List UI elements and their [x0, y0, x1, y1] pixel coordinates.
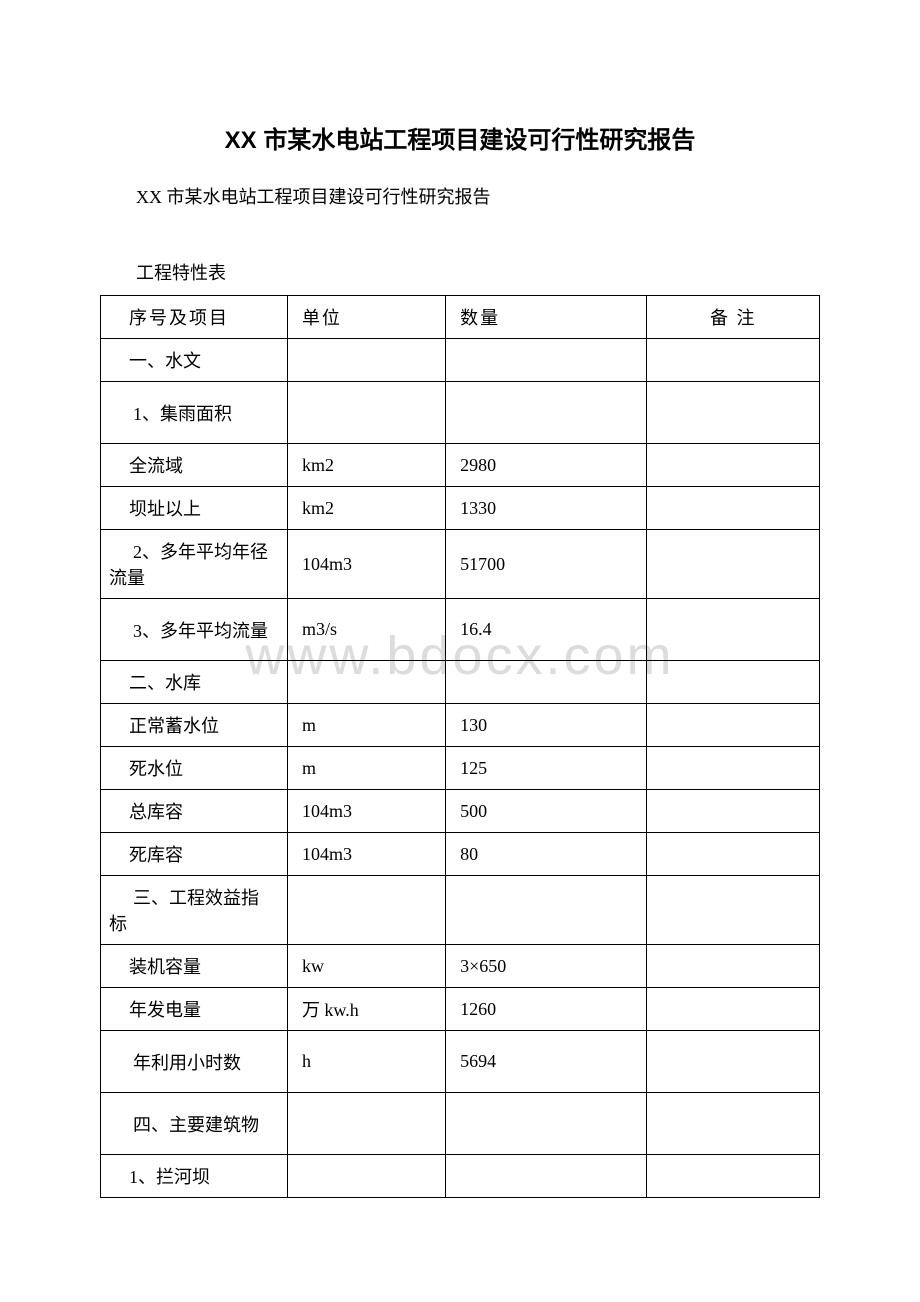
col-header-note: 备 注 [647, 296, 820, 339]
cell-note [647, 339, 820, 382]
table-row: 四、主要建筑物 [101, 1093, 820, 1155]
cell-unit [287, 876, 445, 945]
cell-item: 死库容 [101, 833, 288, 876]
cell-unit: 104m3 [287, 530, 445, 599]
cell-unit: km2 [287, 487, 445, 530]
cell-qty: 1260 [446, 988, 647, 1031]
table-row: 总库容104m3500 [101, 790, 820, 833]
cell-unit: m [287, 747, 445, 790]
cell-unit [287, 1093, 445, 1155]
table-row: 全流域km22980 [101, 444, 820, 487]
table-row: 死库容104m380 [101, 833, 820, 876]
cell-note [647, 988, 820, 1031]
cell-qty: 5694 [446, 1031, 647, 1093]
table-caption: 工程特性表 [100, 259, 820, 285]
cell-note [647, 704, 820, 747]
cell-unit: h [287, 1031, 445, 1093]
cell-item: 总库容 [101, 790, 288, 833]
col-header-item: 序号及项目 [101, 296, 288, 339]
table-row: 坝址以上km21330 [101, 487, 820, 530]
cell-item: 全流域 [101, 444, 288, 487]
cell-qty [446, 876, 647, 945]
cell-unit [287, 339, 445, 382]
cell-note [647, 790, 820, 833]
cell-item: 三、工程效益指标 [101, 876, 288, 945]
cell-note [647, 382, 820, 444]
cell-unit: 104m3 [287, 790, 445, 833]
cell-qty: 500 [446, 790, 647, 833]
cell-unit: km2 [287, 444, 445, 487]
cell-qty: 3×650 [446, 945, 647, 988]
cell-note [647, 945, 820, 988]
cell-qty: 125 [446, 747, 647, 790]
table-row: 年发电量万 kw.h1260 [101, 988, 820, 1031]
table-row: 三、工程效益指标 [101, 876, 820, 945]
cell-note [647, 487, 820, 530]
cell-unit [287, 382, 445, 444]
cell-item: 3、多年平均流量 [101, 599, 288, 661]
cell-note [647, 1093, 820, 1155]
table-row: 一、水文 [101, 339, 820, 382]
cell-unit: m3/s [287, 599, 445, 661]
document-title: XX 市某水电站工程项目建设可行性研究报告 [100, 120, 820, 155]
table-row: 死水位m125 [101, 747, 820, 790]
cell-item: 死水位 [101, 747, 288, 790]
cell-qty [446, 661, 647, 704]
cell-note [647, 1155, 820, 1198]
spec-table: 序号及项目 单位 数量 备 注 一、水文1、集雨面积全流域km22980坝址以上… [100, 295, 820, 1198]
table-row: 1、集雨面积 [101, 382, 820, 444]
cell-note [647, 599, 820, 661]
cell-unit [287, 661, 445, 704]
col-header-qty: 数量 [446, 296, 647, 339]
table-header-row: 序号及项目 单位 数量 备 注 [101, 296, 820, 339]
cell-unit: kw [287, 945, 445, 988]
cell-note [647, 530, 820, 599]
table-row: 2、多年平均年径流量104m351700 [101, 530, 820, 599]
cell-item: 装机容量 [101, 945, 288, 988]
cell-qty: 130 [446, 704, 647, 747]
table-row: 1、拦河坝 [101, 1155, 820, 1198]
cell-qty [446, 1093, 647, 1155]
cell-note [647, 876, 820, 945]
table-row: 正常蓄水位m130 [101, 704, 820, 747]
cell-unit [287, 1155, 445, 1198]
cell-note [647, 661, 820, 704]
cell-qty [446, 1155, 647, 1198]
cell-unit: m [287, 704, 445, 747]
document-subtitle: XX 市某水电站工程项目建设可行性研究报告 [100, 183, 820, 209]
cell-qty: 1330 [446, 487, 647, 530]
cell-qty: 80 [446, 833, 647, 876]
cell-note [647, 833, 820, 876]
cell-item: 2、多年平均年径流量 [101, 530, 288, 599]
cell-qty: 16.4 [446, 599, 647, 661]
cell-qty: 51700 [446, 530, 647, 599]
cell-item: 正常蓄水位 [101, 704, 288, 747]
cell-qty [446, 382, 647, 444]
col-header-unit: 单位 [287, 296, 445, 339]
cell-note [647, 747, 820, 790]
cell-item: 坝址以上 [101, 487, 288, 530]
cell-note [647, 1031, 820, 1093]
cell-item: 1、拦河坝 [101, 1155, 288, 1198]
table-row: 装机容量kw3×650 [101, 945, 820, 988]
cell-unit: 104m3 [287, 833, 445, 876]
cell-item: 年发电量 [101, 988, 288, 1031]
table-row: 3、多年平均流量m3/s16.4 [101, 599, 820, 661]
cell-item: 四、主要建筑物 [101, 1093, 288, 1155]
cell-note [647, 444, 820, 487]
cell-item: 1、集雨面积 [101, 382, 288, 444]
cell-qty [446, 339, 647, 382]
table-row: 年利用小时数h5694 [101, 1031, 820, 1093]
cell-item: 一、水文 [101, 339, 288, 382]
cell-item: 年利用小时数 [101, 1031, 288, 1093]
table-row: 二、水库 [101, 661, 820, 704]
cell-item: 二、水库 [101, 661, 288, 704]
cell-unit: 万 kw.h [287, 988, 445, 1031]
cell-qty: 2980 [446, 444, 647, 487]
